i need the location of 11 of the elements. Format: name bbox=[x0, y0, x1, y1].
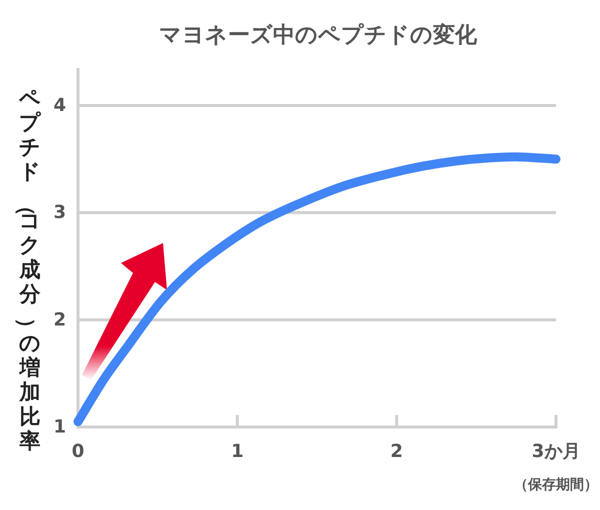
x-tick-label: 2 bbox=[390, 441, 403, 462]
y-tick-label: 2 bbox=[53, 309, 66, 330]
chart-title: マヨネーズ中のペプチドの変化 bbox=[159, 22, 478, 48]
y-tick-label: 3 bbox=[53, 202, 66, 224]
text: ペプチド（コク成分）の増加比率 bbox=[14, 86, 41, 453]
y-tick-label: 1 bbox=[53, 416, 66, 438]
x-tick-label: 3か月 bbox=[532, 441, 580, 462]
x-axis-title: （保存期間） bbox=[514, 477, 598, 493]
y-tick-label: 4 bbox=[53, 95, 66, 116]
x-tick-label: 1 bbox=[231, 441, 244, 462]
x-tick-label: 0 bbox=[72, 441, 84, 462]
